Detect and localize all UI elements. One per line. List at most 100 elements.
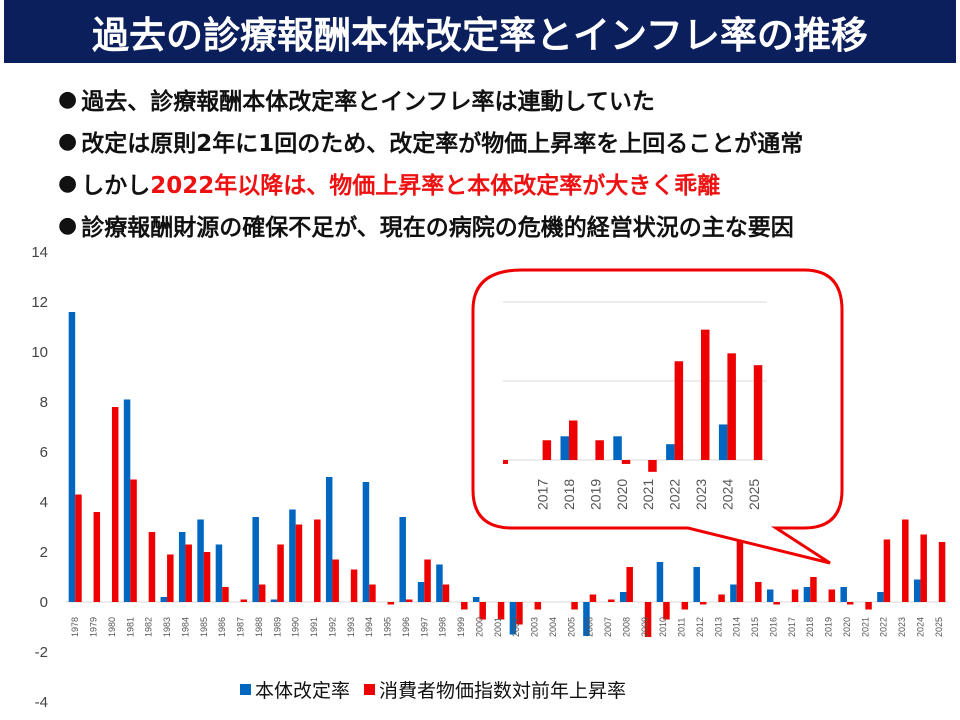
x-tick-label: 2001 bbox=[493, 617, 503, 637]
x-tick-label: 1995 bbox=[383, 617, 393, 637]
x-tick-label: 2015 bbox=[750, 617, 760, 637]
x-tick-label: 1993 bbox=[346, 617, 356, 637]
y-tick-label: 10 bbox=[31, 344, 48, 361]
bar-revision-rate bbox=[215, 544, 223, 602]
bar-revision-rate bbox=[730, 584, 737, 602]
bar-revision-rate bbox=[619, 592, 627, 602]
zoom-callout: 2017 2018 2019 2020 2021 2022 2023 2024 2025 bbox=[471, 268, 844, 565]
x-tick-label: 1999 bbox=[456, 617, 466, 637]
bar-cpi bbox=[93, 512, 101, 602]
x-tick-label: 2011 bbox=[677, 618, 687, 637]
bar-cpi bbox=[167, 554, 174, 602]
bullet-text: 2022年以降は、物価上昇率と本体改定率が大きく乖離 bbox=[150, 173, 721, 199]
bullet-item: ● 改定は原則2年に1回のため、改定率が物価上昇率を上回ることが通常 bbox=[58, 120, 803, 162]
bullet-icon: ● bbox=[58, 128, 78, 154]
x-tick-label: 1983 bbox=[162, 617, 172, 637]
bar-cpi bbox=[828, 589, 836, 602]
bullet-icon: ● bbox=[58, 86, 78, 112]
x-tick-label: 1988 bbox=[254, 617, 264, 637]
bar-cpi bbox=[442, 584, 450, 602]
legend-swatch-blue bbox=[240, 684, 251, 695]
inset-x-tick-label: 2018 bbox=[561, 479, 577, 510]
bar-cpi bbox=[663, 602, 670, 620]
x-tick-label: 2013 bbox=[713, 617, 723, 637]
x-tick-label: 2003 bbox=[530, 617, 540, 637]
x-tick-label: 2014 bbox=[732, 617, 742, 637]
bar-revision-rate bbox=[913, 579, 921, 602]
bullet-item: ● 過去、診療報酬本体改定率とインフレ率は連動していた bbox=[58, 78, 803, 120]
inset-bar-cpi bbox=[569, 420, 578, 460]
bar-cpi bbox=[608, 599, 615, 602]
bar-revision-rate bbox=[509, 602, 517, 635]
bar-cpi bbox=[130, 479, 137, 602]
bar-cpi bbox=[479, 602, 486, 620]
bar-revision-rate bbox=[399, 517, 406, 602]
bar-revision-rate bbox=[472, 597, 480, 602]
bar-cpi bbox=[240, 599, 248, 602]
bar-cpi bbox=[681, 602, 689, 610]
x-tick-label: 2021 bbox=[860, 617, 870, 637]
x-tick-label: 1997 bbox=[419, 617, 429, 637]
bar-cpi bbox=[350, 569, 358, 602]
x-tick-label: 1990 bbox=[291, 617, 301, 637]
bullet-list: ● 過去、診療報酬本体改定率とインフレ率は連動していた ● 改定は原則2年に1回のため… bbox=[58, 78, 803, 246]
bar-cpi bbox=[277, 544, 284, 602]
inset-bar-cpi bbox=[595, 440, 604, 460]
y-tick-label: -2 bbox=[35, 644, 48, 661]
bar-cpi bbox=[369, 584, 376, 602]
bar-cpi bbox=[387, 602, 395, 605]
inset-x-tick-label: 2021 bbox=[640, 479, 656, 510]
bar-cpi bbox=[75, 494, 82, 602]
x-tick-label: 2022 bbox=[879, 617, 889, 637]
x-tick-label: 2023 bbox=[897, 617, 907, 637]
bar-cpi bbox=[497, 602, 505, 620]
y-tick-label: 6 bbox=[40, 444, 48, 461]
bar-revision-rate bbox=[693, 567, 700, 602]
bar-cpi bbox=[920, 534, 927, 602]
x-tick-label: 1998 bbox=[438, 617, 448, 637]
legend-label-revision-rate: 本体改定率 bbox=[255, 680, 351, 702]
bar-revision-rate bbox=[289, 509, 296, 602]
bar-cpi bbox=[791, 589, 799, 602]
bar-cpi bbox=[718, 594, 725, 602]
bar-revision-rate bbox=[840, 587, 847, 602]
callout-bubble bbox=[471, 268, 844, 565]
bar-revision-rate bbox=[417, 582, 425, 602]
x-tick-label: 2006 bbox=[585, 617, 595, 637]
bar-cpi bbox=[755, 582, 762, 602]
bullet-icon: ● bbox=[58, 212, 78, 238]
bar-cpi bbox=[810, 577, 817, 602]
bar-cpi bbox=[203, 552, 211, 602]
bullet-text: 改定は原則2年に1回のため、改定率が物価上昇率を上回ることが通常 bbox=[81, 131, 804, 157]
inset-bar-cpi bbox=[621, 460, 631, 464]
y-tick-label: -4 bbox=[35, 694, 48, 711]
bullet-item: ● しかし 2022年以降は、物価上昇率と本体改定率が大きく乖離 bbox=[58, 162, 803, 204]
inset-bar-cpi bbox=[753, 365, 763, 460]
x-tick-label: 2009 bbox=[640, 617, 650, 637]
inset-x-tick-label: 2020 bbox=[614, 479, 630, 510]
bar-revision-rate bbox=[766, 589, 774, 602]
x-tick-label: 1981 bbox=[125, 617, 135, 637]
inset-bar-cpi bbox=[542, 440, 552, 460]
bar-revision-rate bbox=[197, 519, 204, 602]
x-tick-label: 2025 bbox=[934, 617, 944, 637]
inset-bar-revision-rate bbox=[718, 424, 728, 460]
bar-cpi bbox=[571, 602, 578, 610]
bar-cpi bbox=[865, 602, 872, 610]
bar-cpi bbox=[846, 602, 854, 605]
bullet-text: しかし bbox=[81, 173, 151, 199]
bar-revision-rate bbox=[178, 532, 186, 602]
x-tick-label: 1984 bbox=[180, 617, 190, 637]
page-title: 過去の診療報酬本体改定率とインフレ率の推移 bbox=[4, 0, 956, 63]
x-tick-label: 1980 bbox=[107, 617, 117, 637]
x-tick-label: 2000 bbox=[474, 617, 484, 637]
x-tick-label: 2024 bbox=[915, 617, 925, 637]
bar-cpi bbox=[736, 532, 744, 602]
y-tick-label: 4 bbox=[40, 494, 48, 511]
bar-cpi bbox=[773, 602, 780, 605]
x-tick-label: 2005 bbox=[566, 617, 576, 637]
bar-cpi bbox=[222, 587, 229, 602]
bar-cpi bbox=[644, 602, 652, 637]
bar-revision-rate bbox=[270, 599, 278, 602]
